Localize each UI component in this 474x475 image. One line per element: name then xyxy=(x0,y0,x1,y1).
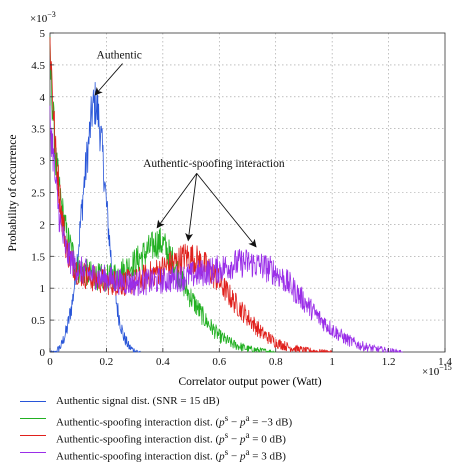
y-tick-label: 4.5 xyxy=(31,60,45,72)
legend-swatch xyxy=(20,418,46,419)
legend-swatch xyxy=(20,452,46,453)
legend: Authentic signal dist. (SNR = 15 dB) Aut… xyxy=(20,393,460,463)
y-tick-label: 0 xyxy=(40,347,46,359)
y-tick-label: 1.5 xyxy=(31,251,45,263)
annotations: Authentic Authentic-spoofing interaction xyxy=(94,50,285,248)
x-tick-label: 0.2 xyxy=(100,356,114,368)
y-tick-label: 0.5 xyxy=(31,315,45,327)
ticks: 0 0.2 0.4 0.6 0.8 1 1.2 1.4 0 0.5 1 1.5 2 2.5 3 3.5 4 4.5… xyxy=(31,28,452,368)
legend-label: Authentic-spoofing interaction dist. (ps… xyxy=(56,413,293,429)
legend-label: Authentic-spoofing interaction dist. (ps… xyxy=(56,447,286,463)
y-axis-exponent: ×10−3 xyxy=(30,10,56,25)
y-tick-label: 5 xyxy=(40,28,46,40)
legend-item-0db: Authentic-spoofing interaction dist. (ps… xyxy=(20,427,460,446)
y-tick-label: 3 xyxy=(40,156,46,168)
series-line xyxy=(49,105,403,353)
annotation-text: Authentic xyxy=(97,50,142,62)
series-line xyxy=(49,81,141,353)
x-axis-exponent: ×10−15 xyxy=(422,363,452,378)
annotation-arrow xyxy=(156,173,198,229)
grid xyxy=(50,33,445,352)
series-layer xyxy=(49,36,403,353)
x-tick-label: 0.6 xyxy=(212,356,226,368)
x-tick-label: 1 xyxy=(329,356,335,368)
legend-item-plus3db: Authentic-spoofing interaction dist. (ps… xyxy=(20,444,460,463)
legend-label: Authentic-spoofing interaction dist. (ps… xyxy=(56,430,286,446)
x-axis-label: Correlator output power (Watt) xyxy=(178,376,321,388)
y-tick-label: 4 xyxy=(40,92,46,104)
legend-label: Authentic signal dist. (SNR = 15 dB) xyxy=(56,395,220,407)
y-tick-label: 2 xyxy=(40,219,46,231)
x-tick-label: 0.4 xyxy=(156,356,170,368)
series-line xyxy=(49,37,333,353)
y-tick-label: 1 xyxy=(40,283,46,295)
annotation-arrow xyxy=(94,63,123,96)
legend-item-authentic: Authentic signal dist. (SNR = 15 dB) xyxy=(20,393,460,410)
annotation-text: Authentic-spoofing interaction xyxy=(143,158,285,170)
x-tick-label: 0.8 xyxy=(269,356,283,368)
legend-swatch xyxy=(20,435,46,436)
annotation-arrow xyxy=(185,173,198,242)
y-tick-label: 2.5 xyxy=(31,188,45,200)
x-tick-label: 1.2 xyxy=(382,356,396,368)
x-tick-label: 1.4 xyxy=(438,356,452,368)
y-axis-label: Probability of occurrence xyxy=(7,135,19,252)
annotation-arrow xyxy=(196,173,257,248)
series-line xyxy=(49,36,276,353)
x-tick-label: 0 xyxy=(47,356,53,368)
y-tick-label: 3.5 xyxy=(31,124,45,136)
legend-swatch xyxy=(20,401,46,402)
legend-item-minus3db: Authentic-spoofing interaction dist. (ps… xyxy=(20,410,460,429)
